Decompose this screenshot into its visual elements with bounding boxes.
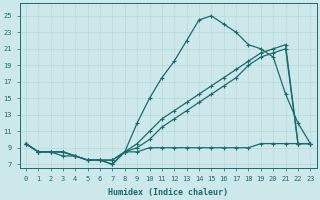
X-axis label: Humidex (Indice chaleur): Humidex (Indice chaleur) [108,188,228,197]
